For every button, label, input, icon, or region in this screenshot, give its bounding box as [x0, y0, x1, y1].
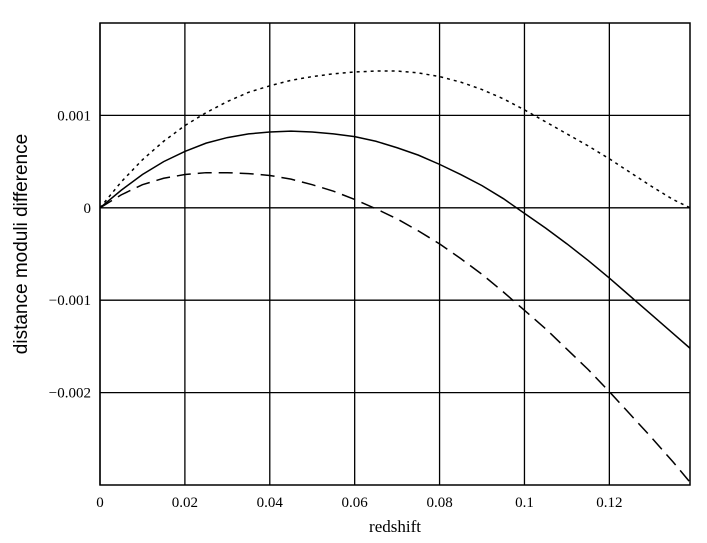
x-tick-labels: 0 0.02 0.04 0.06 0.08 0.1 0.12: [96, 495, 622, 511]
y-tick-label: −0.002: [49, 386, 91, 402]
y-axis-label: distance moduli difference: [11, 134, 32, 354]
plot-frame: [99, 22, 691, 486]
x-tick-label: 0.12: [596, 495, 622, 511]
x-tick-label: 0.02: [172, 495, 198, 511]
series-line-dotted: [99, 70, 691, 209]
series-line-solid: [99, 130, 691, 349]
x-tick-label: 0.04: [257, 495, 284, 511]
x-tick-label: 0.06: [342, 495, 369, 511]
grid-lines: [99, 23, 690, 485]
x-tick-label: 0.1: [515, 495, 534, 511]
x-tick-label: 0.08: [426, 495, 452, 511]
y-tick-label: −0.001: [49, 293, 91, 309]
x-axis-label: redshift: [369, 517, 421, 536]
y-tick-label: 0.001: [57, 108, 91, 124]
y-tick-label: 0: [84, 201, 92, 217]
x-tick-label: 0: [96, 495, 104, 511]
y-tick-labels: 0.001 0 −0.001 −0.002: [49, 108, 91, 401]
series-lines: [99, 70, 691, 483]
series-line-dashed: [99, 171, 691, 483]
